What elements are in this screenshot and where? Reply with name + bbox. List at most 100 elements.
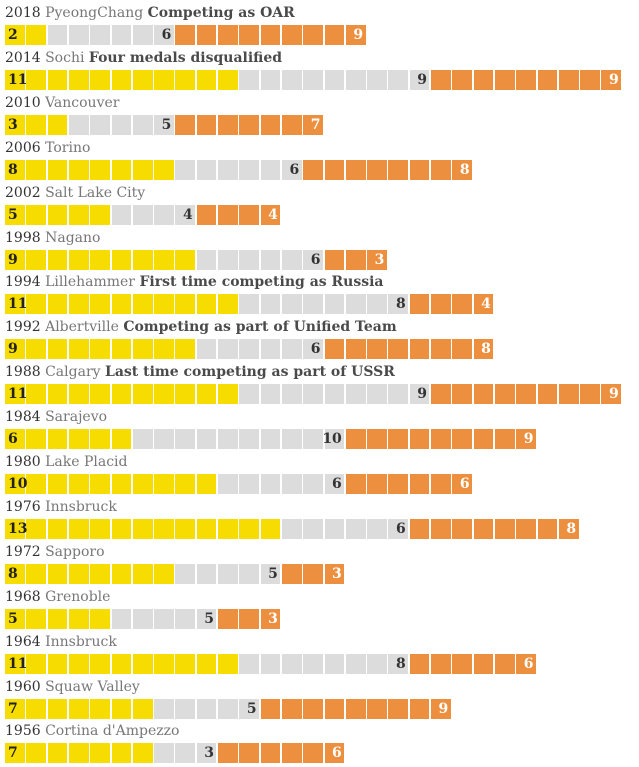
bronze-medal-cell xyxy=(218,25,238,45)
bronze-medal-cell xyxy=(303,563,323,584)
silver-medal-cell xyxy=(281,339,302,360)
bronze-medal-cell xyxy=(452,294,473,315)
gold-medal-cell xyxy=(5,429,25,450)
gold-medal-cell xyxy=(196,474,217,494)
bronze-medal-cell xyxy=(558,384,579,405)
gold-medal-cell xyxy=(68,294,89,315)
gold-medal-cell xyxy=(68,159,89,180)
bronze-medal-cell xyxy=(494,69,515,90)
silver-medal-cell xyxy=(260,339,281,360)
gold-medal-cell xyxy=(90,69,110,90)
bronze-count: 6 xyxy=(523,655,534,672)
row-label: 1972 Sapporo xyxy=(5,542,105,562)
place-label: Sapporo xyxy=(45,543,105,560)
silver-medal-cell xyxy=(260,294,281,315)
silver-medal-cell xyxy=(175,743,196,764)
silver-medal-cell xyxy=(196,608,217,629)
silver-medal-cell xyxy=(260,563,281,584)
row-label: 1956 Cortina d'Ampezzo xyxy=(5,721,179,741)
silver-medal-cell xyxy=(388,69,409,90)
gold-medal-cell xyxy=(68,518,89,539)
gold-medal-cell xyxy=(5,518,25,539)
bronze-count: 8 xyxy=(459,161,470,178)
bronze-medal-cell xyxy=(281,563,302,584)
gold-count: 11 xyxy=(8,296,28,313)
gold-medal-cell xyxy=(154,249,174,270)
bronze-medal-cell xyxy=(239,114,260,135)
bronze-medal-cell xyxy=(409,339,430,360)
gold-medal-cell xyxy=(90,204,110,225)
bronze-medal-cell xyxy=(431,339,451,360)
bronze-medal-cell xyxy=(473,653,494,674)
silver-medal-cell xyxy=(196,339,217,360)
bronze-medal-cell xyxy=(175,25,196,45)
silver-medal-cell xyxy=(218,563,238,584)
year-label: 2010 xyxy=(5,94,41,111)
gold-medal-cell xyxy=(154,159,174,180)
silver-medal-cell xyxy=(345,294,366,315)
bronze-count: 9 xyxy=(523,431,534,448)
gold-medal-cell xyxy=(132,159,153,180)
silver-count: 5 xyxy=(268,565,278,582)
bronze-medal-cell xyxy=(303,159,323,180)
bronze-medal-cell xyxy=(452,339,473,360)
bronze-medal-cell xyxy=(324,249,345,270)
bronze-medal-cell xyxy=(473,294,494,315)
silver-medal-cell xyxy=(111,608,132,629)
bronze-medal-cell xyxy=(367,339,387,360)
silver-count: 8 xyxy=(395,655,406,672)
silver-medal-cell xyxy=(324,429,345,450)
bronze-medal-cell xyxy=(260,698,281,719)
year-label: 1984 xyxy=(5,409,41,426)
silver-medal-cell xyxy=(324,69,345,90)
bronze-medal-cell xyxy=(452,518,473,539)
bronze-count: 3 xyxy=(268,610,278,627)
gold-count: 10 xyxy=(8,476,28,492)
silver-medal-cell xyxy=(132,204,153,225)
gold-medal-cell xyxy=(5,25,25,45)
year-label: 1998 xyxy=(5,229,41,246)
bronze-count: 4 xyxy=(268,206,278,223)
gold-medal-cell xyxy=(111,429,132,450)
gold-medal-cell xyxy=(111,339,132,360)
bronze-medal-cell xyxy=(516,518,536,539)
gold-medal-cell xyxy=(26,563,47,584)
place-label: Vancouver xyxy=(45,94,120,111)
silver-medal-cell xyxy=(196,563,217,584)
bronze-medal-cell xyxy=(409,474,430,494)
bronze-medal-cell xyxy=(431,698,451,719)
silver-count: 6 xyxy=(310,251,321,268)
place-label: Sochi xyxy=(45,49,85,66)
gold-medal-cell xyxy=(196,518,217,539)
silver-medal-cell xyxy=(345,518,366,539)
silver-medal-cell xyxy=(218,698,238,719)
gold-medal-cell xyxy=(47,429,68,450)
bronze-medal-cell xyxy=(537,518,558,539)
bronze-medal-cell xyxy=(494,653,515,674)
gold-medal-cell xyxy=(47,294,68,315)
bronze-medal-cell xyxy=(431,653,451,674)
gold-count: 6 xyxy=(8,431,18,448)
bronze-medal-cell xyxy=(239,743,260,764)
silver-medal-cell xyxy=(132,608,153,629)
bronze-medal-cell xyxy=(452,474,473,494)
gold-medal-cell xyxy=(175,69,196,90)
bronze-medal-cell xyxy=(431,384,451,405)
silver-medal-cell xyxy=(388,653,409,674)
gold-medal-cell xyxy=(26,249,47,270)
bronze-medal-cell xyxy=(196,25,217,45)
place-label: Grenoble xyxy=(45,588,111,605)
gold-medal-cell xyxy=(26,384,47,405)
gold-medal-cell xyxy=(218,518,238,539)
gold-medal-cell xyxy=(196,294,217,315)
bronze-medal-cell xyxy=(218,743,238,764)
gold-count: 3 xyxy=(8,116,18,133)
silver-medal-cell xyxy=(260,69,281,90)
bronze-medal-cell xyxy=(580,69,600,90)
gold-medal-cell xyxy=(5,294,25,315)
silver-medal-cell xyxy=(239,698,260,719)
gold-count: 5 xyxy=(8,206,18,223)
silver-medal-cell xyxy=(239,563,260,584)
gold-medal-cell xyxy=(132,698,153,719)
gold-medal-cell xyxy=(47,743,68,764)
